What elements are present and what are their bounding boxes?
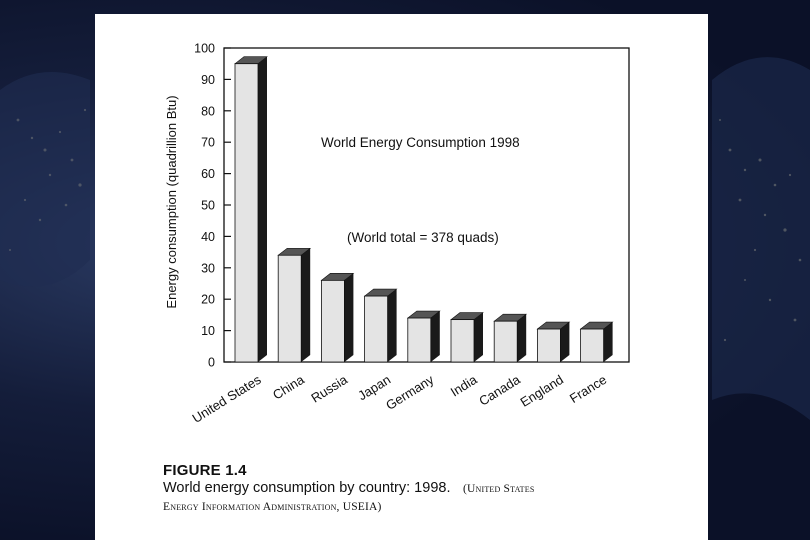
y-tick-label: 0 [208, 356, 215, 370]
bar-front [536, 328, 561, 363]
bar [450, 312, 484, 363]
bar-front [450, 319, 475, 363]
bar-front [320, 279, 345, 363]
bar-side [387, 289, 397, 362]
y-tick-label: 40 [201, 230, 215, 244]
figure-source-line1: (United States [462, 483, 535, 495]
bar [579, 321, 614, 363]
y-tick-label: 20 [201, 293, 215, 307]
bar-side [301, 248, 311, 362]
y-tick-label: 50 [201, 199, 215, 213]
bar-side [258, 56, 267, 362]
bar-front [364, 295, 389, 363]
bar-side [430, 311, 440, 362]
x-tick-label: Canada [476, 371, 523, 408]
bar-side [560, 322, 570, 362]
x-tick-label: Germany [383, 372, 437, 413]
bar [363, 288, 398, 363]
x-tick-label: United States [189, 372, 264, 426]
y-tick-label: 60 [201, 167, 215, 181]
x-tick-label: China [270, 371, 307, 402]
bar-front [493, 320, 518, 363]
figure-caption: FIGURE 1.4 World energy consumption by c… [163, 462, 683, 513]
bar-front [234, 63, 259, 363]
y-tick-label: 30 [201, 261, 215, 275]
y-tick-label: 10 [201, 324, 215, 338]
bar-side [517, 314, 527, 362]
y-axis-label: Energy consumption (quadrillion Btu) [164, 95, 179, 308]
x-tick-label: England [518, 372, 566, 410]
bar [493, 313, 528, 363]
y-tick-label: 90 [201, 73, 215, 87]
bar-chart: Energy consumption (quadrillion Btu) Wor… [164, 42, 630, 426]
bar [277, 247, 312, 363]
y-tick-label: 80 [201, 104, 215, 118]
bar-side [344, 273, 354, 362]
figure-source-line2: Energy Information Administration, USEIA… [163, 501, 382, 513]
bar [320, 273, 355, 363]
y-tick-label: 70 [201, 136, 215, 150]
x-tick-label: India [448, 371, 481, 399]
bar [536, 321, 571, 363]
bar-front [407, 317, 432, 363]
figure-page: Energy consumption (quadrillion Btu) Wor… [95, 14, 708, 540]
x-tick-label: France [567, 372, 609, 406]
figure-description: World energy consumption by country: 199… [163, 480, 451, 496]
figure-label: FIGURE 1.4 [163, 462, 247, 479]
chart-annotation: (World total = 378 quads) [347, 230, 499, 245]
bar-side [474, 312, 483, 362]
bar [406, 310, 441, 363]
bar-side [603, 322, 613, 362]
y-tick-label: 100 [194, 42, 215, 56]
x-tick-label: Russia [308, 371, 350, 405]
bar-front [277, 254, 302, 363]
bar [234, 56, 268, 363]
chart-title: World Energy Consumption 1998 [321, 135, 520, 150]
bar-front [580, 328, 605, 363]
